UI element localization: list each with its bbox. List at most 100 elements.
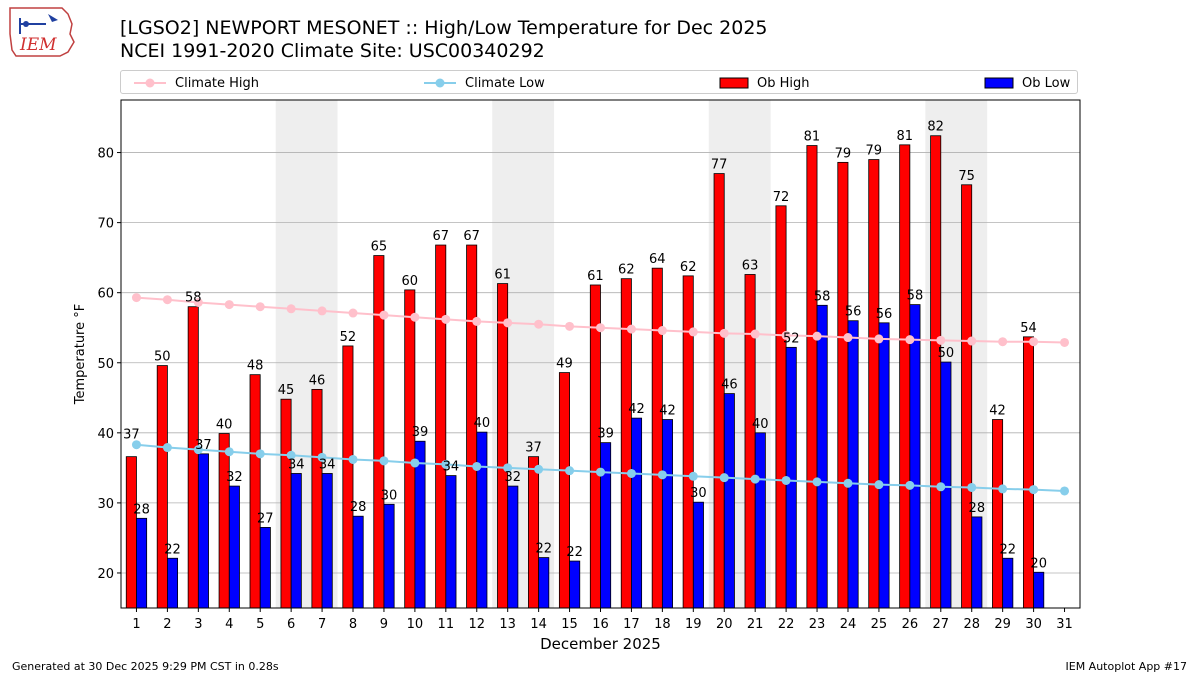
data-label: 61 bbox=[494, 268, 511, 283]
x-tick-label: 27 bbox=[933, 617, 950, 632]
climate-high-point bbox=[781, 330, 791, 340]
x-tick-label: 18 bbox=[654, 617, 671, 632]
y-tick-label: 40 bbox=[97, 427, 114, 442]
data-label: 39 bbox=[412, 425, 429, 440]
x-tick-label: 6 bbox=[287, 617, 295, 632]
ob-high-bar bbox=[187, 306, 199, 609]
ob-low-bar bbox=[847, 320, 859, 609]
ob-high-bar bbox=[156, 365, 168, 609]
data-label: 50 bbox=[154, 350, 171, 365]
x-tick-label: 28 bbox=[963, 617, 980, 632]
ob-low-bar bbox=[321, 473, 333, 609]
climate-low-point bbox=[657, 470, 667, 480]
iem-logo: IEM bbox=[6, 4, 80, 60]
data-label: 27 bbox=[257, 511, 274, 526]
climate-high-point bbox=[657, 326, 667, 336]
climate-low-point bbox=[131, 440, 141, 450]
ob-high-bar bbox=[342, 345, 354, 609]
climate-low-point bbox=[812, 477, 822, 487]
data-label: 49 bbox=[556, 357, 573, 372]
climate-high-point bbox=[719, 328, 729, 338]
ob-high-bar bbox=[404, 289, 416, 609]
climate-low-point bbox=[998, 484, 1008, 494]
footer-app: IEM Autoplot App #17 bbox=[1065, 660, 1188, 673]
ob-low-bar bbox=[352, 515, 364, 609]
climate-low-point bbox=[781, 475, 791, 485]
ob-low-bar bbox=[909, 304, 921, 609]
ob-low-bar bbox=[661, 419, 673, 609]
ob-low-bar bbox=[878, 322, 890, 609]
ob-high-bar bbox=[992, 419, 1004, 609]
data-label: 22 bbox=[535, 542, 552, 557]
ob-low-bar bbox=[816, 304, 828, 609]
data-label: 34 bbox=[443, 460, 460, 475]
ob-high-bar bbox=[125, 456, 137, 609]
data-label: 64 bbox=[649, 252, 666, 267]
data-label: 58 bbox=[814, 289, 831, 304]
climate-low-point bbox=[874, 480, 884, 490]
ob-high-bar bbox=[806, 145, 818, 609]
data-label: 81 bbox=[804, 130, 821, 145]
x-tick-label: 3 bbox=[194, 617, 202, 632]
y-axis-label: Temperature °F bbox=[73, 304, 88, 405]
x-tick-label: 21 bbox=[747, 617, 764, 632]
x-tick-label: 26 bbox=[902, 617, 919, 632]
legend-climate-low: Climate Low bbox=[423, 74, 545, 92]
legend-climate-high: Climate High bbox=[133, 74, 259, 92]
ob-high-bar bbox=[373, 255, 385, 609]
climate-low-swatch-icon bbox=[424, 78, 456, 88]
ob-high-bar bbox=[249, 374, 261, 609]
ob-low-bar bbox=[631, 417, 643, 609]
climate-low-point bbox=[410, 458, 420, 468]
climate-high-point bbox=[967, 336, 977, 346]
data-label: 34 bbox=[319, 457, 336, 472]
data-label: 54 bbox=[1020, 321, 1037, 336]
climate-high-point bbox=[1060, 337, 1070, 347]
data-label: 37 bbox=[525, 441, 542, 456]
ob-low-bar bbox=[538, 557, 550, 609]
legend: Climate High Climate Low Ob High Ob Low bbox=[120, 70, 1078, 94]
data-label: 50 bbox=[938, 346, 955, 361]
x-tick-label: 31 bbox=[1056, 617, 1073, 632]
climate-high-point bbox=[379, 310, 389, 320]
ob-high-bar bbox=[837, 161, 849, 609]
data-label: 65 bbox=[371, 240, 388, 255]
ob-low-swatch-icon bbox=[984, 77, 1014, 89]
climate-low-point bbox=[1029, 485, 1039, 495]
climate-high-point bbox=[286, 304, 296, 314]
data-label: 61 bbox=[587, 269, 604, 284]
ob-high-bar bbox=[311, 388, 323, 609]
ob-low-bar bbox=[754, 432, 766, 609]
x-tick-label: 9 bbox=[380, 617, 388, 632]
data-label: 79 bbox=[835, 146, 852, 161]
svg-text:IEM: IEM bbox=[19, 35, 57, 55]
climate-high-point bbox=[688, 327, 698, 337]
data-label: 32 bbox=[226, 470, 243, 485]
climate-low-point bbox=[750, 474, 760, 484]
climate-low-point bbox=[596, 467, 605, 477]
footer-generated: Generated at 30 Dec 2025 9:29 PM CST in … bbox=[12, 660, 279, 673]
legend-label: Ob High bbox=[757, 75, 810, 91]
ob-low-bar bbox=[723, 393, 735, 609]
ob-low-bar bbox=[476, 431, 488, 609]
y-tick-label: 50 bbox=[97, 357, 114, 372]
y-tick-label: 80 bbox=[97, 147, 114, 162]
ob-low-bar bbox=[600, 442, 612, 609]
x-tick-label: 4 bbox=[225, 617, 233, 632]
legend-label: Climate Low bbox=[465, 75, 545, 91]
ob-high-bar bbox=[218, 433, 230, 609]
data-label: 79 bbox=[866, 144, 883, 159]
climate-high-point bbox=[998, 337, 1008, 347]
ob-low-bar bbox=[197, 453, 209, 609]
ob-low-bar bbox=[259, 527, 271, 609]
y-tick-label: 20 bbox=[97, 567, 114, 582]
data-label: 58 bbox=[185, 291, 202, 306]
ob-high-bar bbox=[558, 372, 570, 609]
legend-ob-high: Ob High bbox=[719, 74, 810, 92]
y-tick-label: 70 bbox=[97, 217, 114, 232]
y-tick-label: 60 bbox=[97, 287, 114, 302]
climate-high-point bbox=[812, 331, 822, 341]
data-label: 37 bbox=[123, 428, 140, 443]
x-tick-label: 24 bbox=[840, 617, 857, 632]
legend-label: Ob Low bbox=[1022, 75, 1071, 91]
